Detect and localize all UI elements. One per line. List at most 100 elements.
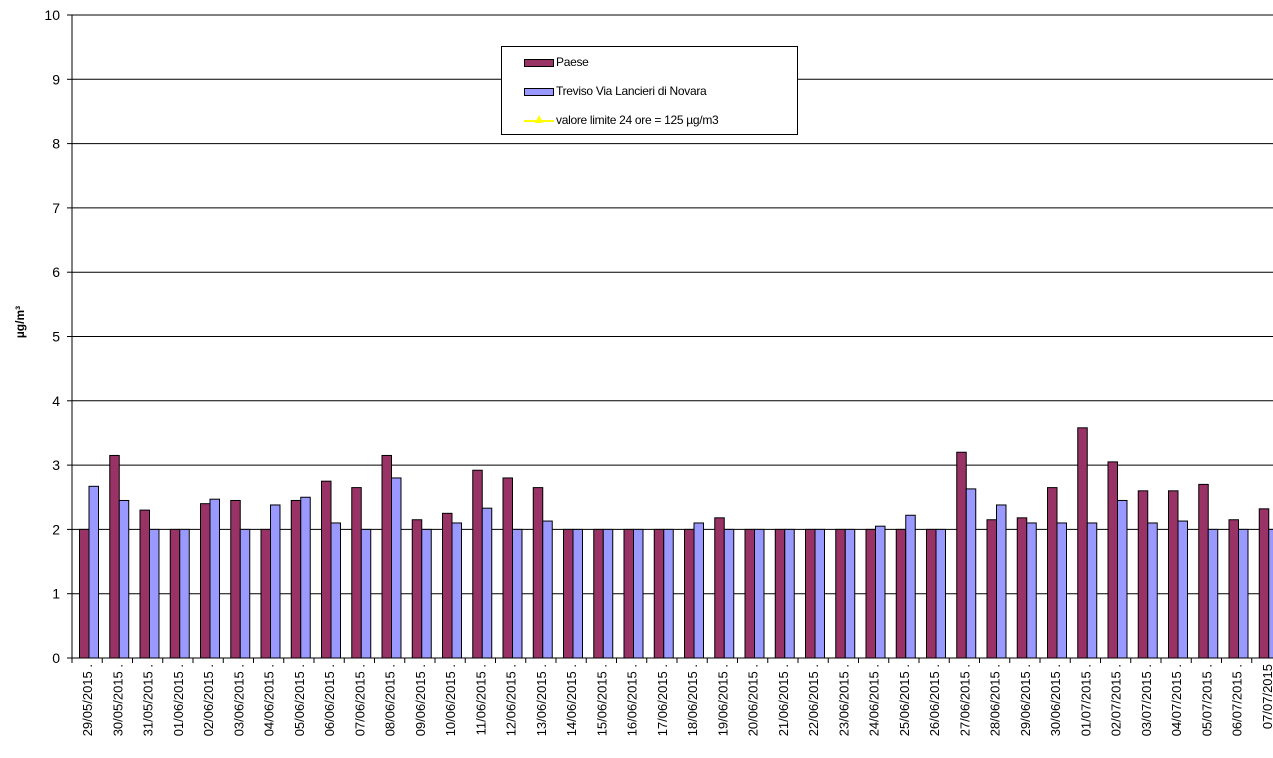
bar-paese	[1047, 487, 1058, 659]
bar-treviso	[149, 528, 160, 659]
bar-paese	[351, 487, 362, 659]
bar-paese	[1168, 490, 1179, 659]
legend-marker-triangle-icon	[535, 115, 543, 123]
bar-treviso	[814, 528, 825, 659]
x-tick-label: 30/05/2015 .	[110, 664, 125, 736]
bar-treviso	[844, 528, 856, 659]
y-tick-label: 10	[44, 7, 60, 23]
x-tick-label: 05/07/2015 .	[1199, 664, 1214, 736]
x-tick-label: 09/06/2015 .	[413, 664, 428, 736]
bar-paese	[290, 499, 302, 659]
bar-paese	[865, 528, 876, 659]
bar-paese	[169, 528, 181, 659]
bar-treviso	[421, 528, 432, 659]
bar-treviso	[965, 488, 977, 659]
bar-treviso	[481, 507, 493, 659]
bar-paese	[502, 477, 513, 659]
x-tick-label: 16/06/2015 .	[625, 664, 640, 736]
bar-treviso	[118, 499, 130, 659]
bar-treviso	[1086, 522, 1098, 659]
x-tick-label: 03/06/2015 .	[231, 664, 246, 736]
x-tick-label: 29/06/2015 .	[1018, 664, 1033, 736]
x-tick-label: 07/06/2015 .	[352, 664, 367, 736]
bar-treviso	[693, 522, 704, 659]
bar-paese	[260, 528, 271, 659]
x-tick-label: 17/06/2015 .	[655, 664, 670, 736]
bar-paese	[472, 469, 483, 659]
x-tick-label: 31/05/2015 .	[141, 664, 156, 736]
bar-treviso	[875, 525, 886, 659]
x-tick-label: 04/06/2015 .	[262, 664, 277, 736]
x-tick-label: 01/07/2015 .	[1078, 664, 1093, 736]
bar-treviso	[1147, 522, 1158, 659]
legend-label-treviso: Treviso Via Lancieri di Novara	[556, 84, 707, 98]
bar-paese	[835, 528, 846, 659]
bar-treviso	[1268, 528, 1273, 659]
bar-paese	[139, 509, 150, 659]
x-tick-label: 23/06/2015 .	[836, 664, 851, 736]
x-tick-label: 26/06/2015 .	[927, 664, 942, 736]
y-tick-label: 2	[52, 521, 60, 537]
x-tick-label: 04/07/2015 .	[1169, 664, 1184, 736]
bar-treviso	[754, 528, 765, 659]
bar-paese	[1077, 427, 1088, 659]
bar-paese	[200, 503, 211, 659]
bar-paese	[774, 528, 786, 659]
x-tick-label: 08/06/2015 .	[383, 664, 398, 736]
bar-paese	[442, 512, 453, 659]
bar-treviso	[935, 528, 946, 659]
y-tick-label: 9	[52, 71, 60, 87]
x-tick-label: 12/06/2015 .	[504, 664, 519, 736]
bar-paese	[895, 528, 907, 659]
y-tick-label: 1	[52, 586, 60, 602]
legend-swatch-paese	[524, 59, 554, 67]
bar-treviso	[209, 498, 220, 659]
bar-treviso	[239, 528, 251, 659]
x-tick-label: 24/06/2015 .	[867, 664, 882, 736]
x-tick-label: 03/07/2015 .	[1139, 664, 1154, 736]
bar-paese	[411, 519, 423, 659]
x-tick-label: 13/06/2015 .	[534, 664, 549, 736]
bar-treviso	[542, 520, 553, 659]
x-tick-label: 07/07/2015	[1260, 664, 1273, 729]
legend-label-limit: valore limite 24 ore = 125 µg/m3	[556, 113, 719, 127]
bar-treviso	[1238, 528, 1249, 659]
bar-paese	[593, 528, 604, 659]
bar-treviso	[996, 504, 1007, 659]
bar-paese	[1107, 461, 1118, 659]
bar-paese	[684, 528, 695, 659]
bar-treviso	[451, 522, 462, 659]
x-tick-label: 20/06/2015 .	[746, 664, 761, 736]
x-tick-label: 14/06/2015 .	[564, 664, 579, 736]
bar-treviso	[512, 528, 523, 659]
x-tick-label: 01/06/2015 .	[171, 664, 186, 736]
bar-paese	[926, 528, 937, 659]
x-tick-label: 19/06/2015 .	[715, 664, 730, 736]
bar-paese	[563, 528, 574, 659]
x-tick-label: 27/06/2015 .	[957, 664, 972, 736]
legend-label-paese: Paese	[556, 55, 589, 69]
y-tick-label: 7	[52, 200, 60, 216]
bar-treviso	[1026, 522, 1037, 659]
x-tick-label: 22/06/2015 .	[806, 664, 821, 736]
bar-paese	[1137, 490, 1149, 659]
x-tick-label: 30/06/2015 .	[1048, 664, 1063, 736]
bar-paese	[956, 451, 967, 659]
x-tick-label: 25/06/2015 .	[897, 664, 912, 736]
y-tick-label: 8	[52, 136, 60, 152]
bar-treviso	[1207, 528, 1219, 659]
x-tick-label: 02/07/2015 .	[1109, 664, 1124, 736]
bar-treviso	[633, 528, 644, 659]
bar-paese	[79, 528, 90, 659]
x-tick-label: 11/06/2015 .	[473, 664, 488, 735]
x-tick-label: 05/06/2015 .	[292, 664, 307, 736]
bar-treviso	[391, 477, 402, 659]
bar-treviso	[572, 528, 583, 659]
x-tick-label: 06/06/2015 .	[322, 664, 337, 736]
bar-paese	[109, 454, 120, 659]
bar-paese	[986, 519, 997, 659]
bar-paese	[1228, 519, 1239, 659]
bar-treviso	[663, 528, 674, 659]
bar-treviso	[723, 528, 735, 659]
